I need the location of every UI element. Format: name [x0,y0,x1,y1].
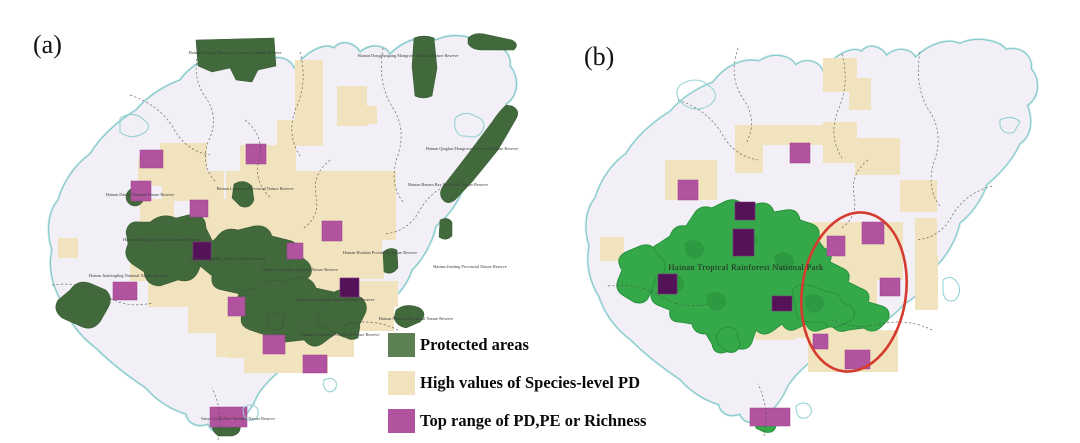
high-pd-swatch [388,371,415,395]
pd-grid-cell [900,180,937,212]
pd-grid-cell [160,143,206,171]
map-b-svg: Hainan Tropical Rainforest National Park [584,38,1039,437]
reserve-label: Hainan Tropical Rainforest National Park [668,262,824,272]
top-range-grid-cell [749,407,791,427]
reserve-label: Hainan Huishan Provincial Nature Reserve [343,250,417,255]
map-b-national-park [616,199,890,433]
reserve-label: Hainan Bawangling National Nature Reserv… [123,237,201,242]
reserve-label: Hainan Jianfengling National Nature Rese… [89,273,167,278]
map-a-purple-cells [112,143,360,428]
pd-grid-cell [855,138,900,175]
pd-grid-cell [58,238,78,258]
top-range-grid-cell [302,354,328,374]
pd-grid-cell [248,199,336,229]
top-range-grid-cell [130,180,152,202]
pd-grid-cell [277,120,323,146]
top-range-grid-cell [339,277,360,298]
reserve-label: Hainan Yinggeling National Nature Reserv… [190,256,266,261]
reserve-label: Sanya Coral Reef National Nature Reserve [201,416,275,421]
top-range-grid-cell [189,199,209,218]
top-range-swatch [388,409,415,433]
top-range-grid-cell [192,241,212,261]
pd-grid-cell [295,60,323,94]
legend-row-high-pd: High values of Species-level PD [388,371,646,395]
top-range-grid-cell [227,296,246,317]
top-range-grid-cell [657,273,678,295]
pd-grid-cell [244,355,302,373]
legend-row-top-range: Top range of PD,PE or Richness [388,409,646,433]
highlight-ellipse [800,211,908,373]
reserve-label: Hainan Ganshiling Provincial Nature Rese… [301,332,380,337]
map-b-purple-cells [657,142,901,427]
top-range-grid-cell [245,143,267,165]
reserve-label: Hainan Diaoluoshan National Nature Reser… [296,297,375,302]
top-range-grid-cell [321,220,343,242]
top-range-grid-cell [826,235,846,257]
panel-b: Hainan Tropical Rainforest National Park… [560,0,1080,443]
reserve-label: Hainan Wuzhishan National Nature Reserve [262,267,338,272]
pd-grid-cell [295,94,323,124]
pd-grid-cell [735,125,827,145]
legend-row-protected-areas: Protected areas [388,333,646,357]
top-range-grid-cell [262,334,286,355]
reserve-label: Hainan Xinying Mangrove Provincial Natur… [189,50,282,55]
panel-a: Hainan Xinying Mangrove Provincial Natur… [33,30,519,441]
pd-grid-cell [364,307,394,331]
reserve-label: Hainan Nanwan Provincial Nature Reserve [379,316,453,321]
map-b-water-features [676,79,1021,419]
reserve-label: Hainan Bamen Bay Provincial Nature Reser… [408,182,488,187]
top-range-grid-cell [812,333,829,350]
pd-grid-cell [915,218,937,256]
reserve-label: Hainan Dongzhaigang Mangrove National Na… [358,53,459,58]
panel-b-label: (b) [584,42,615,71]
legend-label: High values of Species-level PD [420,373,640,392]
top-range-grid-cell [732,228,755,257]
top-range-grid-cell [734,201,756,221]
reserve-label: Hainan Jianling Provincial Nature Reserv… [433,264,507,269]
legend-label: Top range of PD,PE or Richness [420,411,647,430]
map-a-water-features [119,112,485,421]
top-range-grid-cell [139,149,164,169]
legend-label: Protected areas [420,335,529,354]
top-range-grid-cell [861,221,885,245]
pd-grid-cell [357,106,377,124]
top-range-grid-cell [112,281,138,301]
map-a-svg: Hainan Xinying Mangrove Provincial Natur… [47,33,519,441]
top-range-grid-cell [879,277,901,297]
top-range-grid-cell [677,179,699,201]
reserve-label: Hainan Limushan Provincial Nature Reserv… [216,186,293,191]
protected-areas-swatch [388,333,415,357]
reserve-label: Hainan Qinglan Mangrove Provincial Natur… [426,146,519,151]
legend: Protected areas High values of Species-l… [388,333,646,443]
pd-grid-cell [915,256,938,310]
reserve-label: Hainan Datian National Nature Reserve [106,192,175,197]
pd-grid-cell [344,253,384,279]
top-range-grid-cell [789,142,811,164]
top-range-grid-cell [771,295,793,312]
top-range-grid-cell [286,242,304,260]
pd-grid-cell [735,145,763,173]
map-a-reserve-labels: Hainan Xinying Mangrove Provincial Natur… [89,50,518,421]
map-a-boundaries [51,45,461,441]
pd-grid-cell [823,122,857,163]
pd-grid-cell [380,185,396,240]
map-b-boundaries [607,47,993,437]
map-b-reserve-labels: Hainan Tropical Rainforest National Park [668,262,824,272]
map-a-protected-areas [55,33,519,437]
panel-a-label: (a) [33,30,62,59]
pd-grid-cell [270,171,334,201]
pd-grid-cell [162,171,224,201]
pd-grid-cell [849,78,871,110]
